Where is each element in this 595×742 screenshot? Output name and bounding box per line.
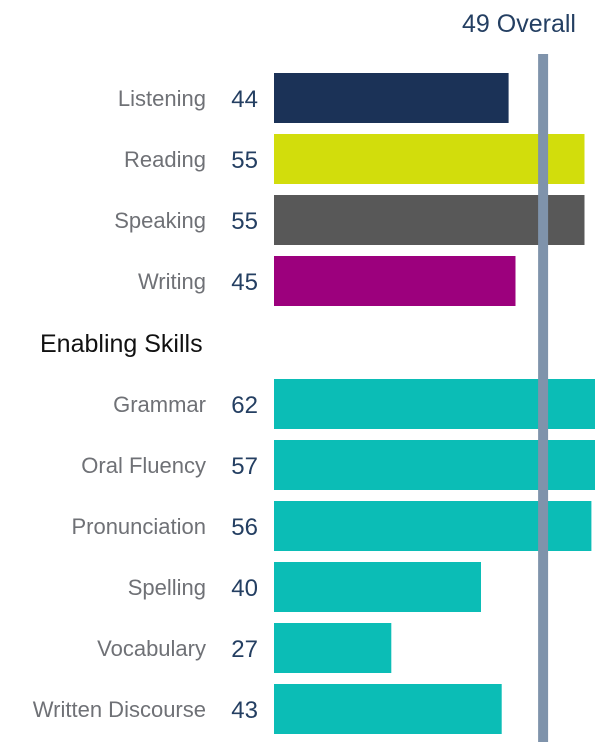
- grammar-value: 62: [231, 392, 258, 419]
- section-heading: Enabling Skills: [40, 330, 203, 358]
- speaking-bar: [274, 195, 585, 245]
- oral-fluency-label: Oral Fluency: [81, 453, 206, 478]
- reading-label: Reading: [124, 147, 206, 172]
- vocabulary-label: Vocabulary: [97, 636, 206, 661]
- pronunciation-label: Pronunciation: [71, 514, 206, 539]
- overall-word: Overall: [497, 10, 576, 38]
- vocabulary-value: 27: [231, 636, 258, 663]
- written-discourse-bar: [274, 684, 502, 734]
- spelling-value: 40: [231, 575, 258, 602]
- listening-value: 44: [231, 86, 258, 113]
- overall-line: [538, 54, 549, 742]
- grammar-label: Grammar: [113, 392, 206, 417]
- overall-label: 49 Overall: [462, 10, 576, 38]
- reading-bar: [274, 134, 585, 184]
- written-discourse-value: 43: [231, 697, 258, 724]
- spelling-bar: [274, 562, 481, 612]
- vocabulary-bar: [274, 623, 392, 673]
- spelling-label: Spelling: [128, 575, 206, 600]
- reading-value: 55: [231, 147, 258, 174]
- writing-bar: [274, 256, 516, 306]
- writing-label: Writing: [138, 269, 206, 294]
- pronunciation-value: 56: [231, 514, 258, 541]
- listening-label: Listening: [118, 86, 206, 111]
- written-discourse-label: Written Discourse: [33, 697, 206, 722]
- listening-bar: [274, 73, 509, 123]
- writing-value: 45: [231, 269, 258, 296]
- overall-value: 49: [462, 10, 490, 38]
- speaking-label: Speaking: [114, 208, 206, 233]
- speaking-value: 55: [231, 208, 258, 235]
- oral-fluency-value: 57: [231, 453, 258, 480]
